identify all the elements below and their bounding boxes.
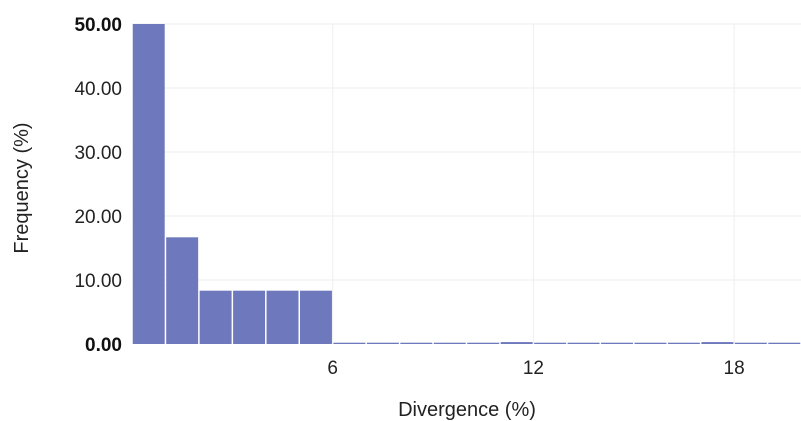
bar-0 [132, 24, 165, 344]
bar-12 [534, 342, 567, 344]
x-axis-label: Divergence (%) [398, 399, 536, 421]
y-tick-label-5: 50.00 [74, 15, 122, 36]
x-tick-label-0: 6 [327, 358, 338, 379]
bar-6 [333, 342, 366, 344]
x-tick-label-2: 18 [724, 358, 745, 379]
bar-5 [300, 290, 332, 344]
y-tick-label-4: 40.00 [74, 79, 122, 100]
y-tick-label-0: 0.00 [85, 335, 122, 356]
bar-9 [433, 342, 466, 344]
bar-17 [701, 342, 734, 344]
bar-4 [266, 290, 299, 344]
bar-11 [500, 342, 533, 344]
y-tick-label-3: 30.00 [74, 143, 122, 164]
x-tick-label-1: 12 [523, 358, 544, 379]
bar-19 [768, 342, 801, 344]
bars [132, 24, 801, 344]
bar-18 [734, 342, 767, 344]
bar-16 [667, 342, 700, 344]
y-axis-ticks: 0.00 10.00 20.00 30.00 40.00 50.00 [74, 15, 122, 356]
y-axis-label: Frequency (%) [11, 122, 33, 253]
bar-1 [166, 237, 199, 344]
x-axis-ticks: 6 12 18 [327, 358, 744, 379]
bar-7 [366, 342, 399, 344]
y-tick-label-1: 10.00 [74, 271, 122, 292]
bar-10 [467, 342, 500, 344]
bar-14 [601, 342, 633, 344]
bar-3 [233, 290, 266, 344]
grid [132, 23, 801, 344]
bar-15 [634, 342, 667, 344]
bar-2 [199, 290, 232, 344]
bar-8 [400, 342, 433, 344]
y-tick-label-2: 20.00 [74, 207, 122, 228]
bar-13 [567, 342, 600, 344]
